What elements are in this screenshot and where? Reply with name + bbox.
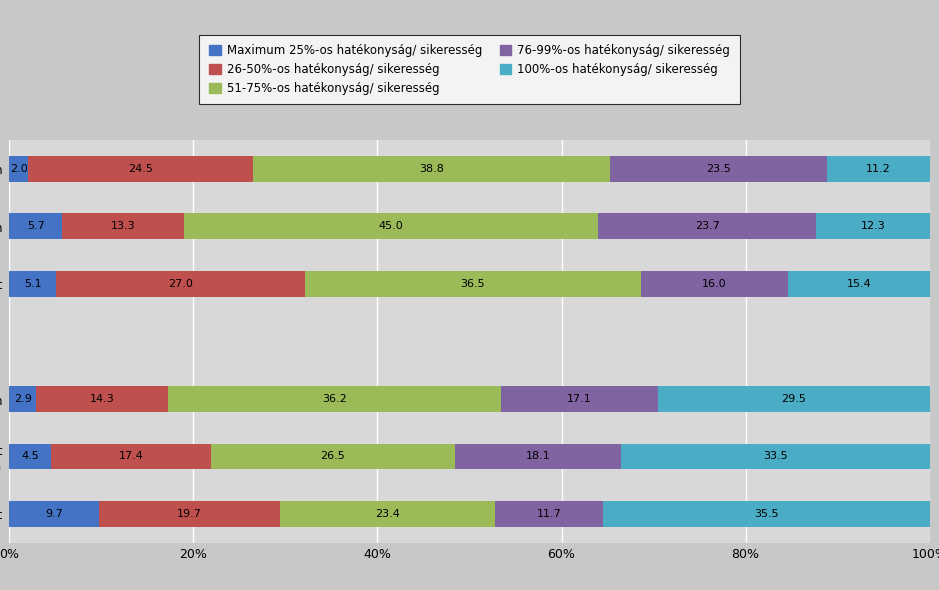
- Bar: [622, 444, 930, 470]
- Text: 2.9: 2.9: [14, 394, 32, 404]
- Bar: [99, 501, 280, 527]
- Text: 4.5: 4.5: [22, 451, 39, 461]
- Text: 19.7: 19.7: [177, 509, 202, 519]
- Bar: [788, 271, 930, 297]
- Text: 27.0: 27.0: [168, 279, 193, 289]
- Bar: [454, 444, 622, 470]
- Bar: [495, 501, 603, 527]
- Text: 9.7: 9.7: [45, 509, 63, 519]
- Text: 5.7: 5.7: [26, 221, 44, 231]
- Text: 14.3: 14.3: [89, 394, 115, 404]
- Bar: [598, 213, 816, 239]
- Text: 2.0: 2.0: [9, 163, 27, 173]
- Text: 33.5: 33.5: [763, 451, 788, 461]
- Bar: [603, 501, 930, 527]
- Text: 17.4: 17.4: [118, 451, 144, 461]
- Text: 36.2: 36.2: [322, 394, 346, 404]
- Text: 11.2: 11.2: [866, 163, 890, 173]
- Bar: [9, 444, 51, 470]
- Bar: [56, 271, 305, 297]
- Text: 24.5: 24.5: [128, 163, 153, 173]
- Text: 26.5: 26.5: [320, 451, 346, 461]
- Text: 15.4: 15.4: [846, 279, 871, 289]
- Legend: Maximum 25%-os hatékonyság/ sikeresség, 26-50%-os hatékonyság/ sikeresség, 51-75: Maximum 25%-os hatékonyság/ sikeresség, …: [199, 34, 740, 104]
- Text: 5.1: 5.1: [24, 279, 41, 289]
- Bar: [9, 213, 62, 239]
- Bar: [640, 271, 788, 297]
- Text: 18.1: 18.1: [526, 451, 550, 461]
- Text: 17.1: 17.1: [567, 394, 592, 404]
- Text: 23.7: 23.7: [695, 221, 720, 231]
- Bar: [500, 386, 658, 412]
- Bar: [826, 156, 930, 182]
- Text: 29.5: 29.5: [781, 394, 807, 404]
- Text: 13.3: 13.3: [111, 221, 135, 231]
- Bar: [658, 386, 930, 412]
- Text: 38.8: 38.8: [420, 163, 444, 173]
- Bar: [9, 501, 99, 527]
- Bar: [211, 444, 454, 470]
- Bar: [28, 156, 254, 182]
- Bar: [610, 156, 826, 182]
- Bar: [305, 271, 640, 297]
- Bar: [51, 444, 211, 470]
- Text: 11.7: 11.7: [537, 509, 562, 519]
- Text: 23.5: 23.5: [706, 163, 731, 173]
- Bar: [9, 156, 28, 182]
- Text: 45.0: 45.0: [379, 221, 404, 231]
- Bar: [280, 501, 495, 527]
- Text: 36.5: 36.5: [460, 279, 485, 289]
- Text: 12.3: 12.3: [861, 221, 885, 231]
- Bar: [36, 386, 168, 412]
- Bar: [9, 271, 56, 297]
- Text: 23.4: 23.4: [376, 509, 400, 519]
- Bar: [62, 213, 184, 239]
- Bar: [184, 213, 598, 239]
- Text: 16.0: 16.0: [702, 279, 727, 289]
- Text: 35.5: 35.5: [754, 509, 778, 519]
- Bar: [9, 386, 36, 412]
- Bar: [254, 156, 610, 182]
- Bar: [168, 386, 500, 412]
- Bar: [816, 213, 930, 239]
